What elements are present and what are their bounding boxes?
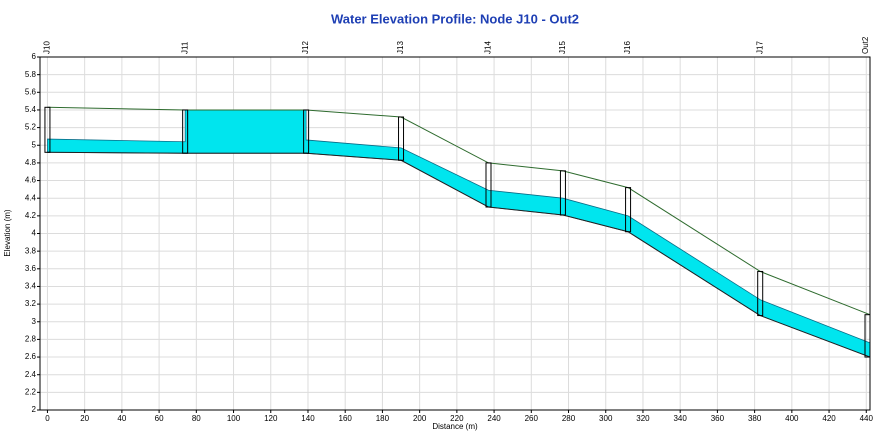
x-tick-label: 60	[155, 414, 164, 423]
y-tick-label: 5.6	[25, 87, 37, 96]
node-label: J10	[43, 41, 52, 54]
x-tick-label: 0	[45, 414, 50, 423]
x-tick-label: 380	[748, 414, 762, 423]
y-tick-label: 5.4	[25, 105, 37, 114]
node	[44, 106, 51, 153]
x-tick-label: 180	[376, 414, 390, 423]
y-tick-label: 4	[32, 229, 37, 238]
node	[303, 109, 310, 154]
x-tick-label: 320	[636, 414, 650, 423]
y-tick-label: 2.4	[25, 370, 37, 379]
y-tick-label: 3.2	[25, 299, 37, 308]
node-label: J17	[755, 41, 764, 54]
x-tick-label: 360	[711, 414, 725, 423]
node-label: J11	[180, 41, 189, 54]
x-axis-label: Distance (m)	[432, 422, 478, 431]
y-tick-label: 5.8	[25, 70, 37, 79]
y-tick-label: 2.8	[25, 335, 37, 344]
node	[864, 314, 871, 358]
chart-title: Water Elevation Profile: Node J10 - Out2	[331, 11, 579, 26]
x-tick-label: 140	[301, 414, 315, 423]
x-tick-label: 120	[264, 414, 278, 423]
y-axis-label: Elevation (m)	[3, 209, 12, 256]
y-tick-label: 3.6	[25, 264, 37, 273]
plot-frame	[39, 56, 871, 411]
x-tick-label: 200	[413, 414, 427, 423]
y-tick-label: 2	[32, 405, 37, 414]
x-tick-label: 80	[192, 414, 201, 423]
y-tick-label: 5.2	[25, 123, 37, 132]
node	[182, 109, 189, 154]
x-tick-label: 40	[117, 414, 126, 423]
x-tick-label: 100	[227, 414, 241, 423]
node	[757, 270, 764, 317]
node-label: J12	[301, 41, 310, 54]
node-label: J15	[558, 41, 567, 54]
y-tick-label: 2.6	[25, 352, 37, 361]
y-tick-label: 3	[32, 317, 37, 326]
y-tick-label: 6	[32, 52, 37, 61]
node	[485, 162, 492, 208]
node-label: J13	[396, 41, 405, 54]
y-tick-label: 4.8	[25, 158, 37, 167]
x-tick-label: 20	[80, 414, 89, 423]
x-tick-label: 280	[562, 414, 576, 423]
node	[559, 170, 566, 216]
y-tick-label: 3.8	[25, 246, 37, 255]
node-label: Out2	[861, 36, 870, 54]
node-label: J14	[484, 41, 493, 54]
x-tick-label: 340	[673, 414, 687, 423]
node	[625, 187, 632, 233]
x-tick-label: 400	[785, 414, 799, 423]
y-tick-label: 3.4	[25, 282, 37, 291]
node-label: J16	[623, 41, 632, 54]
y-tick-label: 5	[32, 140, 37, 149]
y-tick-label: 4.6	[25, 176, 37, 185]
x-tick-label: 440	[860, 414, 874, 423]
y-tick-label: 2.2	[25, 387, 37, 396]
x-tick-label: 420	[822, 414, 836, 423]
x-tick-label: 240	[487, 414, 501, 423]
x-tick-label: 160	[339, 414, 353, 423]
x-tick-label: 220	[450, 414, 464, 423]
y-tick-label: 4.4	[25, 193, 37, 202]
x-tick-label: 300	[599, 414, 613, 423]
x-tick-label: 260	[525, 414, 539, 423]
y-tick-label: 4.2	[25, 211, 37, 220]
node	[398, 116, 405, 161]
